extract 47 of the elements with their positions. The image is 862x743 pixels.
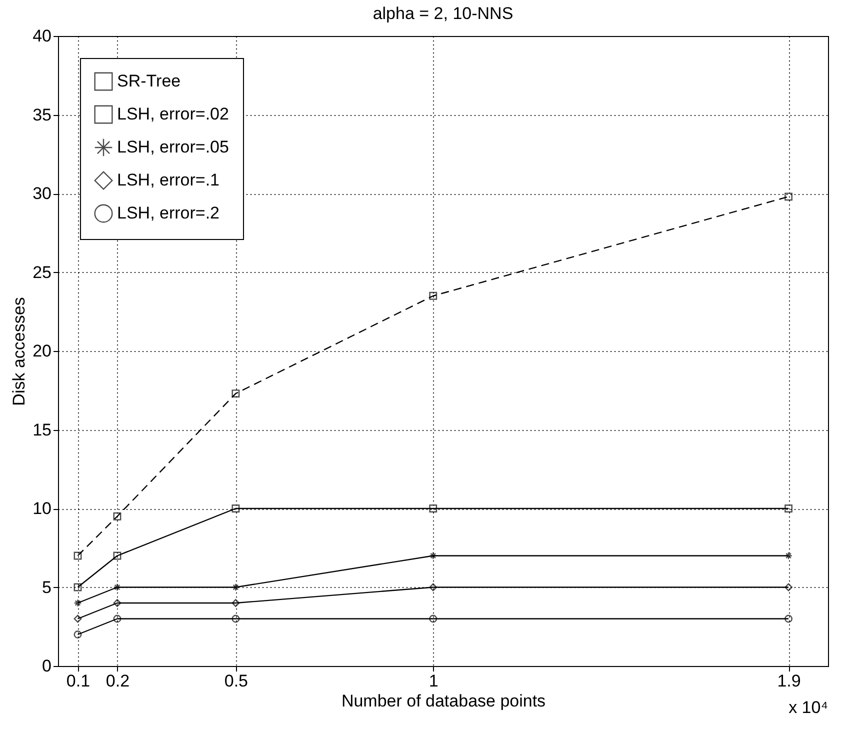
point xyxy=(232,599,240,607)
y-tick-label: 20 xyxy=(32,342,52,360)
point xyxy=(784,614,792,623)
point xyxy=(429,292,438,300)
text: x 10⁴ xyxy=(788,698,828,717)
x-axis-title: Number of database points xyxy=(341,692,546,710)
legend-label: LSH, error=.02 xyxy=(117,104,229,124)
y-tick-label: 35 xyxy=(32,105,52,124)
point xyxy=(74,599,82,607)
x-tick-label: 0.1 xyxy=(66,672,90,690)
y-tick-label: 30 xyxy=(32,184,52,203)
point xyxy=(113,614,122,623)
x-tick-label: 1 xyxy=(428,672,438,690)
point xyxy=(74,630,82,638)
legend-label: LSH, error=.1 xyxy=(117,170,220,190)
x-tick-label: 0.5 xyxy=(224,672,248,690)
point xyxy=(113,512,122,520)
point xyxy=(784,192,792,201)
point xyxy=(429,614,438,623)
y-tick-label: 0 xyxy=(42,656,52,676)
y-axis-title: Disk accesses xyxy=(10,297,29,406)
legend-label: LSH, error=.2 xyxy=(117,204,220,222)
x-tick-label: 0.2 xyxy=(106,672,130,690)
point xyxy=(784,552,792,560)
point xyxy=(74,614,82,623)
point xyxy=(784,504,792,512)
point xyxy=(232,504,240,512)
point xyxy=(232,614,240,623)
point xyxy=(429,552,438,560)
y-tick-label: 40 xyxy=(32,26,52,46)
legend-label: LSH, error=.05 xyxy=(117,138,229,156)
point xyxy=(74,552,82,560)
point xyxy=(113,552,122,560)
y-tick-label: 15 xyxy=(32,420,52,440)
point xyxy=(784,583,792,592)
point xyxy=(113,599,122,607)
point xyxy=(429,504,438,512)
chart-title: alpha = 2, 10-NNS xyxy=(372,4,514,23)
y-tick-label: 10 xyxy=(32,499,52,518)
x-tick-label: 1.9 xyxy=(777,672,801,690)
y-tick-label: 5 xyxy=(42,578,52,597)
y-tick-label: 25 xyxy=(32,262,52,282)
point xyxy=(232,390,240,398)
point xyxy=(113,583,122,592)
point xyxy=(429,583,438,592)
point xyxy=(74,583,82,592)
legend-label: SR-Tree xyxy=(117,72,181,90)
